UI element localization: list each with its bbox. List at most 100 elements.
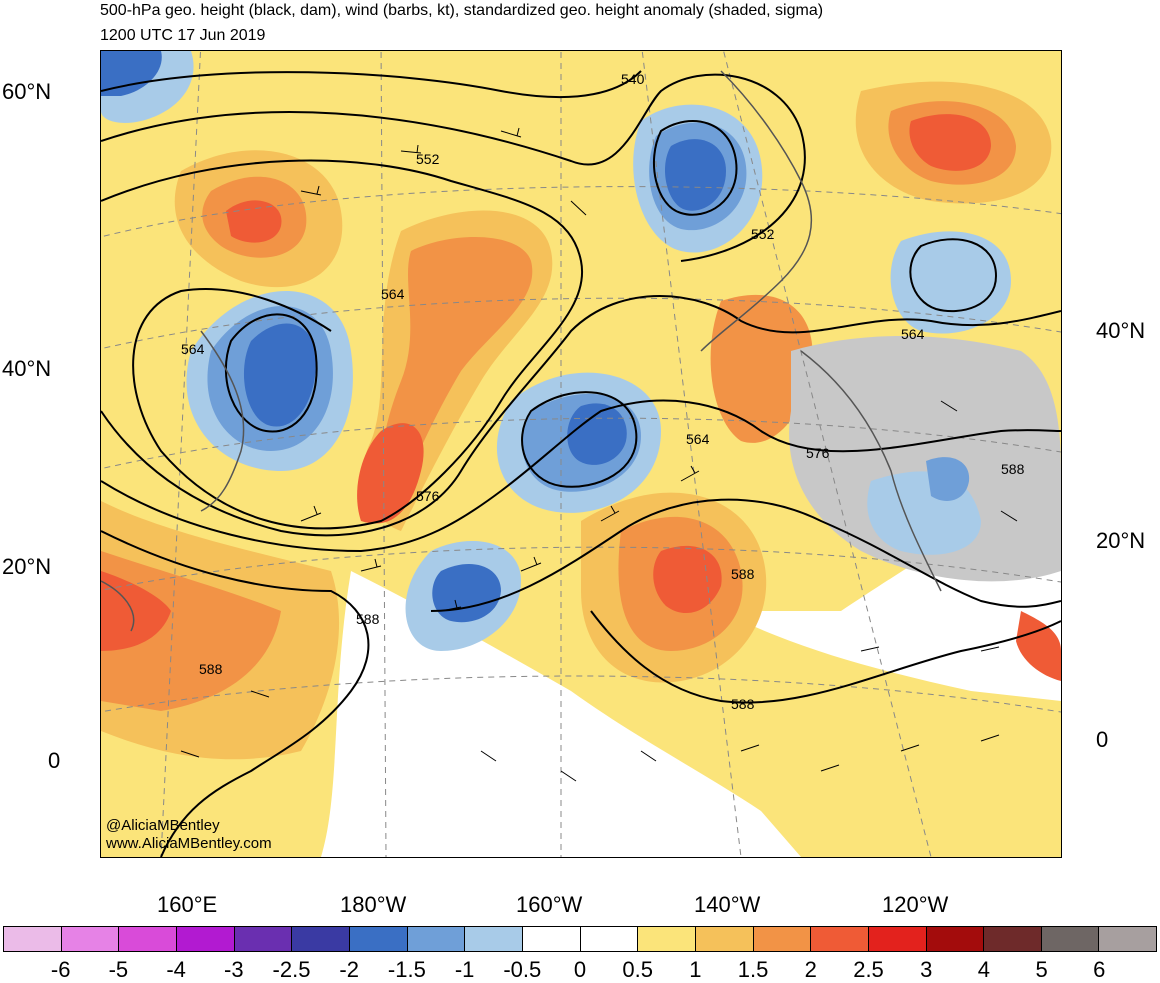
wind-barb bbox=[250, 690, 270, 698]
height-contours bbox=[101, 70, 1061, 857]
colorbar-label: 2.5 bbox=[853, 957, 884, 982]
wind-barb bbox=[400, 144, 422, 154]
colorbar-cell bbox=[638, 926, 696, 952]
colorbar-label: 3 bbox=[920, 957, 933, 982]
contour-label: 540 bbox=[621, 71, 645, 87]
credit-website: www.AliciaMBentley.com bbox=[106, 835, 272, 852]
wind-barb bbox=[560, 770, 577, 782]
wind-barb bbox=[980, 734, 1000, 742]
graticule-lon-180 bbox=[380, 51, 387, 857]
anomaly-pos2-ne bbox=[909, 114, 991, 171]
contour-label: 576 bbox=[416, 488, 440, 504]
colorbar-cell bbox=[984, 926, 1042, 952]
anomaly-neg15-sw-us bbox=[926, 457, 970, 501]
colorbar-cell bbox=[1099, 926, 1158, 952]
valid-time: 1200 UTC 17 Jun 2019 bbox=[100, 27, 266, 44]
contour-label-group: 540 552 552 564 564 564 564 576 576 588 … bbox=[181, 71, 1025, 712]
lat-label-left: 20°N bbox=[2, 554, 52, 579]
wind-barb bbox=[180, 750, 200, 758]
graticule bbox=[101, 51, 1061, 857]
graticule-lat-50 bbox=[101, 186, 1061, 238]
colorbar-label: 0.5 bbox=[622, 957, 653, 982]
anomaly-neg2-nw-corner bbox=[101, 51, 162, 96]
lat-label-right: 40°N bbox=[1096, 318, 1146, 343]
anomaly-pos2-sw bbox=[101, 571, 171, 651]
colorbar-label: 4 bbox=[977, 957, 991, 982]
wind-barb bbox=[820, 764, 840, 772]
colorbar-cell bbox=[753, 926, 812, 952]
contour-564-east bbox=[101, 295, 1061, 537]
colorbar-label: -1 bbox=[454, 957, 475, 982]
coastline-kamchatka bbox=[200, 330, 245, 512]
contour-low-central bbox=[521, 391, 638, 488]
colorbar-cell bbox=[580, 926, 639, 952]
contour-low-north bbox=[653, 120, 738, 216]
anomaly-neg2-north-low bbox=[664, 139, 726, 211]
colorbar-label: 1.5 bbox=[737, 957, 769, 982]
contour-564-west bbox=[101, 159, 584, 530]
colorbar-cell bbox=[119, 926, 177, 952]
contour-label: 588 bbox=[731, 566, 755, 582]
lon-label: 160°E bbox=[157, 892, 218, 917]
lat-label-left: 0 bbox=[48, 748, 61, 773]
colorbar-label: -1.5 bbox=[387, 957, 426, 982]
anomaly-pos2-central bbox=[357, 423, 424, 524]
contour-low-canada bbox=[909, 238, 998, 313]
contour-label: 552 bbox=[416, 151, 440, 167]
colorbar-label: -6 bbox=[50, 957, 71, 982]
colorbar-label: 5 bbox=[1035, 957, 1048, 982]
chart-title: 500-hPa geo. height (black, dam), wind (… bbox=[100, 2, 824, 19]
colorbar-label: -4 bbox=[166, 957, 186, 982]
contour-label: 564 bbox=[901, 326, 925, 342]
colorbar-label: -2 bbox=[339, 957, 359, 982]
wind-barb bbox=[440, 599, 462, 612]
colorbar-cell bbox=[292, 926, 350, 952]
lon-label: 180°W bbox=[340, 892, 407, 917]
contour-540 bbox=[101, 70, 642, 99]
colorbar-cell bbox=[926, 926, 985, 952]
colorbar-label: 6 bbox=[1093, 957, 1106, 982]
contour-576 bbox=[101, 399, 1061, 553]
wind-barb bbox=[640, 750, 657, 762]
colorbar-label: -2.5 bbox=[272, 957, 311, 982]
wind-barb bbox=[940, 400, 958, 412]
graticule-lat-20 bbox=[101, 546, 1061, 591]
credit-twitter: @AliciaMBentley bbox=[106, 817, 220, 834]
wind-barb bbox=[520, 556, 542, 572]
graticule-lon-160e bbox=[160, 51, 202, 857]
anomaly-neg2-central-low bbox=[567, 403, 627, 465]
colorbar-label: 2 bbox=[804, 957, 817, 982]
colorbar-cell bbox=[3, 926, 62, 952]
colorbar-cell bbox=[61, 926, 120, 952]
lat-label-right: 0 bbox=[1096, 727, 1109, 752]
contour-label: 588 bbox=[199, 661, 223, 677]
terrain-mask-north-america bbox=[789, 336, 1061, 582]
contour-label: 576 bbox=[806, 445, 830, 461]
anomaly-neg2-south-low bbox=[432, 563, 501, 623]
anomaly-pos2-se bbox=[1016, 611, 1061, 681]
wind-barb bbox=[900, 744, 920, 752]
contour-588-south bbox=[590, 610, 1061, 704]
contour-label: 588 bbox=[1001, 461, 1025, 477]
contour-label: 564 bbox=[686, 431, 710, 447]
coastline-west-coast bbox=[800, 350, 942, 592]
wind-barb bbox=[600, 505, 620, 522]
colorbar-cell bbox=[868, 926, 927, 952]
lat-label-left: 60°N bbox=[2, 79, 52, 104]
colorbar-cell bbox=[695, 926, 754, 952]
contour-588-east bbox=[430, 498, 1061, 612]
wind-barb bbox=[680, 465, 700, 482]
anomaly-neg1-canada-low bbox=[890, 231, 1011, 334]
colorbar-cell bbox=[811, 926, 869, 952]
contour-label: 564 bbox=[181, 341, 205, 357]
colorbar-cell bbox=[465, 926, 523, 952]
wind-barbs bbox=[180, 127, 1018, 782]
wind-barb bbox=[980, 646, 1000, 652]
colorbar-cell bbox=[407, 926, 466, 952]
colorbar-label: -0.5 bbox=[503, 957, 542, 982]
wind-barb bbox=[300, 185, 322, 196]
wind-barb bbox=[360, 558, 382, 572]
colorbar-label: 1 bbox=[689, 957, 702, 982]
contour-588-west bbox=[101, 530, 370, 857]
wind-barb bbox=[500, 127, 522, 138]
